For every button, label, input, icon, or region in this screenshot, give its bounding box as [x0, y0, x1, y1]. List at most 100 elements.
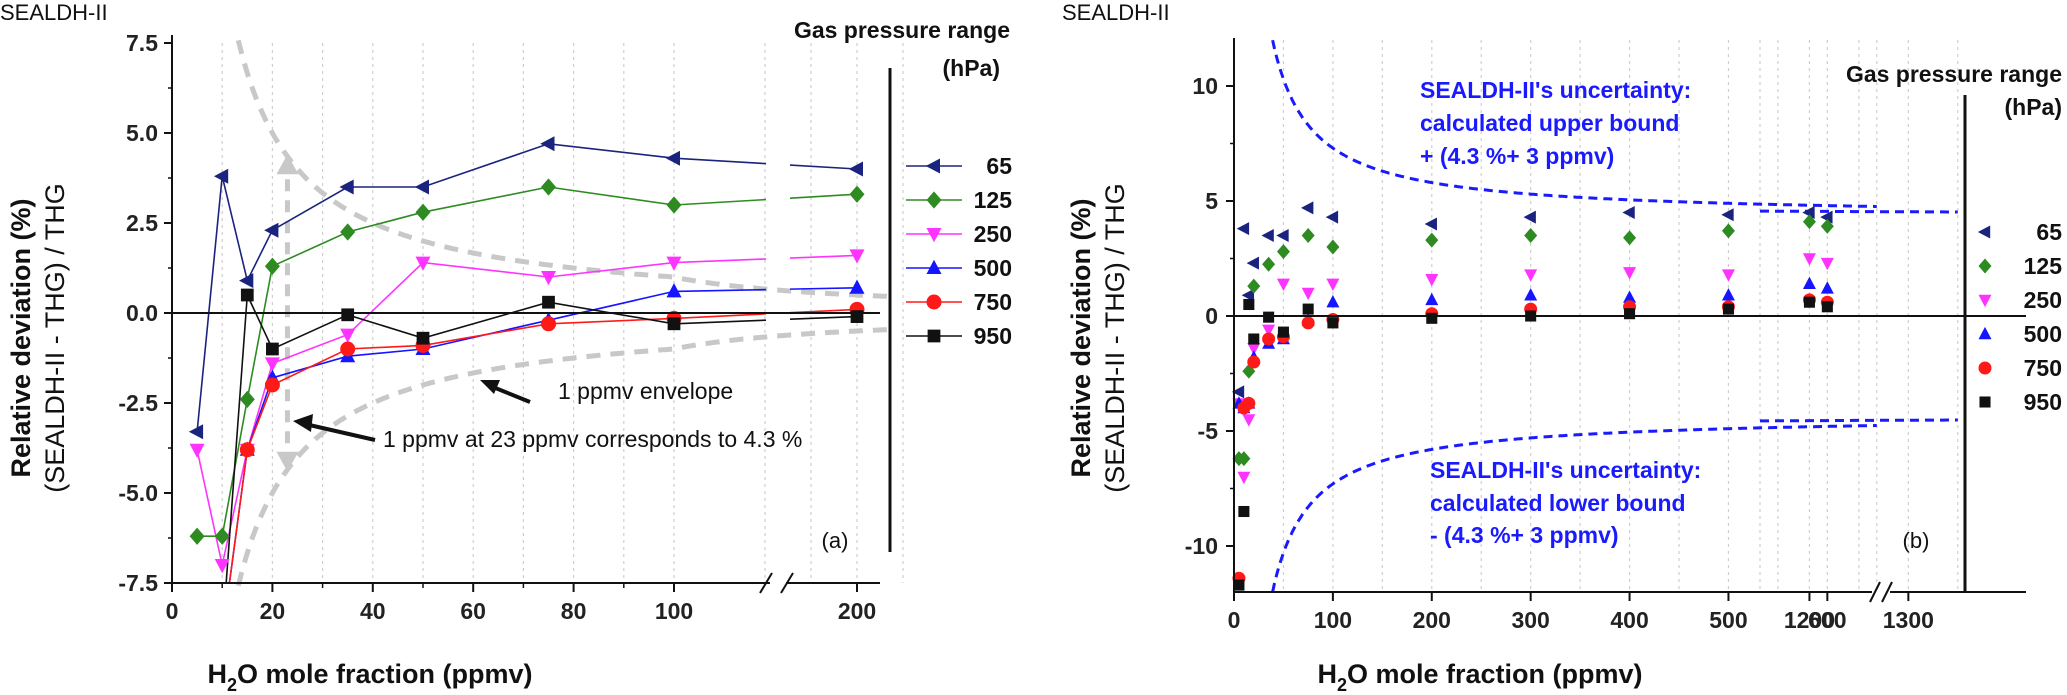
panel-b-xtick-label: 500 [1709, 607, 1747, 633]
panel-a-point-500 [849, 279, 865, 294]
panel-a-chart: SEALDH-II 7.5 5.0 2.5 0.0 -2.5 -5.0 -7.5 0 20 40 6… [0, 0, 1012, 695]
panel-a-point-65 [339, 179, 354, 195]
panel-b-point-65 [1523, 210, 1536, 224]
panel-b-point-950 [1243, 298, 1255, 311]
panel-a-line-break-950 [673, 315, 858, 325]
panel-b-point-65 [1802, 206, 1815, 219]
panel-b-ytick-label: 10 [1192, 73, 1218, 99]
panel-a-legend-title-line1: Gas pressure range [794, 17, 1010, 43]
panel-a-xtick-label: 200 [838, 598, 876, 624]
upper-bound-annotation-line3: + (4.3 %+ 3 ppmv) [1420, 143, 1614, 169]
upper-bound-curve [1271, 39, 1958, 214]
panel-b-point-500 [1721, 288, 1735, 301]
panel-b-legend-marker-950 [1979, 396, 1991, 408]
panel-a-ylabel-line1: Relative deviation (%) [6, 198, 36, 477]
panel-a-xlabel: H2O mole fraction (ppmv) [207, 659, 532, 695]
panel-b-axis-break-right [1881, 581, 1893, 603]
panel-b-point-500 [1425, 292, 1439, 306]
panel-b-point-65 [1231, 385, 1245, 399]
panel-a-legend-marker-500 [926, 259, 942, 274]
upper-bound-annotation-line2: calculated upper bound [1420, 110, 1679, 136]
panel-b-point-950 [1624, 308, 1636, 320]
panel-a-point-950 [542, 295, 555, 309]
panel-b-point-250 [1237, 471, 1251, 485]
panel-b-xtick-label: 200 [1413, 607, 1451, 633]
panel-b-point-750 [1262, 332, 1276, 346]
panel-a-corner-label: SEALDH-II [0, 0, 108, 25]
panel-b-uncertainty-bounds [1271, 39, 1958, 593]
panel-a-line-break-125 [673, 193, 858, 206]
panel-a-legend-label-500: 500 [974, 255, 1012, 281]
panel-a-xtick-label: 60 [460, 598, 486, 624]
panel-b-point-250 [1326, 278, 1340, 291]
panel-b-point-950 [1263, 311, 1275, 323]
panel-a-line-break-250 [673, 254, 858, 264]
panel-b-panel-label: (b) [1903, 528, 1930, 553]
panel-a-point-65 [414, 179, 429, 195]
panel-b-legend-label-65: 65 [2036, 219, 2062, 245]
panel-a-legend-label-250: 250 [974, 221, 1012, 247]
panel-a-axis-break-right [780, 572, 794, 594]
panel-a-xtick-label: 20 [260, 598, 286, 624]
panel-a-point-750 [239, 442, 255, 458]
panel-a-point-65 [264, 222, 279, 238]
panel-b-xlabel: H2O mole fraction (ppmv) [1317, 659, 1642, 695]
panel-b-point-125 [1262, 256, 1276, 272]
panel-a-xtick-label: 80 [561, 598, 587, 624]
envelope-lower-curve [235, 326, 895, 587]
panel-b-point-250 [1242, 414, 1256, 427]
panel-b-point-65 [1424, 217, 1437, 231]
panel-a-ytick-label: 7.5 [126, 30, 158, 56]
panel-b-legend-title-line1: Gas pressure range [1846, 61, 2062, 87]
panel-a-point-125 [264, 257, 280, 275]
panel-b-point-125 [1524, 228, 1538, 243]
panel-b-point-950 [1426, 312, 1438, 324]
annotation-arrowhead-23ppmv [293, 414, 313, 432]
panel-b-point-65 [1261, 229, 1274, 242]
panel-a-legend-label-750: 750 [974, 289, 1012, 315]
panel-a-point-250 [340, 328, 356, 343]
envelope-upper-curve [235, 39, 895, 300]
panel-b-point-65 [1622, 206, 1635, 219]
panel-b-point-65 [1276, 229, 1289, 242]
panel-b-legend-marker-750 [1978, 361, 1992, 375]
panel-b-point-125 [1237, 451, 1251, 467]
panel-a-point-65 [188, 424, 204, 440]
panel-a-legend: 65 125 250 500 750 950 [906, 153, 1012, 349]
panel-b-xtick-label: 300 [1511, 607, 1549, 633]
panel-a-point-250 [264, 357, 280, 372]
panel-a-gridlines [221, 43, 904, 583]
panel-a-ylabel-line2: (SEALDH-II - THG) / THG [40, 183, 70, 493]
panel-a-panel-label: (a) [822, 528, 849, 553]
panel-a-point-950 [416, 331, 430, 345]
panel-b-point-950 [1302, 303, 1314, 315]
panel-b-point-65 [1241, 288, 1255, 302]
panel-b-legend-label-950: 950 [2024, 389, 2062, 415]
panel-a-legend-marker-125 [926, 191, 942, 209]
panel-a-legend-label-125: 125 [974, 187, 1013, 213]
panel-a-point-65 [213, 168, 229, 184]
panel-b-point-125 [1242, 363, 1256, 379]
panel-b-point-500 [1820, 281, 1834, 294]
panel-b-ytick-label: -5 [1198, 418, 1219, 444]
panel-b-point-250 [1802, 253, 1816, 266]
panel-b-point-950 [1238, 505, 1250, 518]
panel-b-point-950 [1722, 303, 1734, 315]
panel-a-line-break-65 [673, 157, 858, 170]
panel-b-legend-title-line2: (hPa) [2005, 94, 2063, 120]
envelope-arrowhead-up [276, 154, 299, 175]
panel-a-legend-title-line2: (hPa) [943, 55, 1001, 81]
panel-b-point-125 [1820, 218, 1834, 234]
panel-b-axis-break-left [1869, 581, 1881, 603]
panel-b-point-750 [1301, 316, 1315, 330]
panel-a-ytick-label: 5.0 [126, 120, 158, 146]
panel-b-legend: 65 125 250 500 750 950 [1977, 219, 2062, 415]
panel-b-xtick-label: 1200 [1784, 607, 1835, 633]
panel-a-point-125 [239, 390, 255, 409]
panel-b-legend-marker-250 [1978, 294, 1992, 308]
panel-b-point-250 [1247, 343, 1261, 356]
panel-b-xlabel-suffix: O mole fraction (ppmv) [1347, 659, 1643, 689]
panel-a-xtick-label: 100 [655, 598, 693, 624]
panel-a-point-125 [189, 527, 205, 545]
